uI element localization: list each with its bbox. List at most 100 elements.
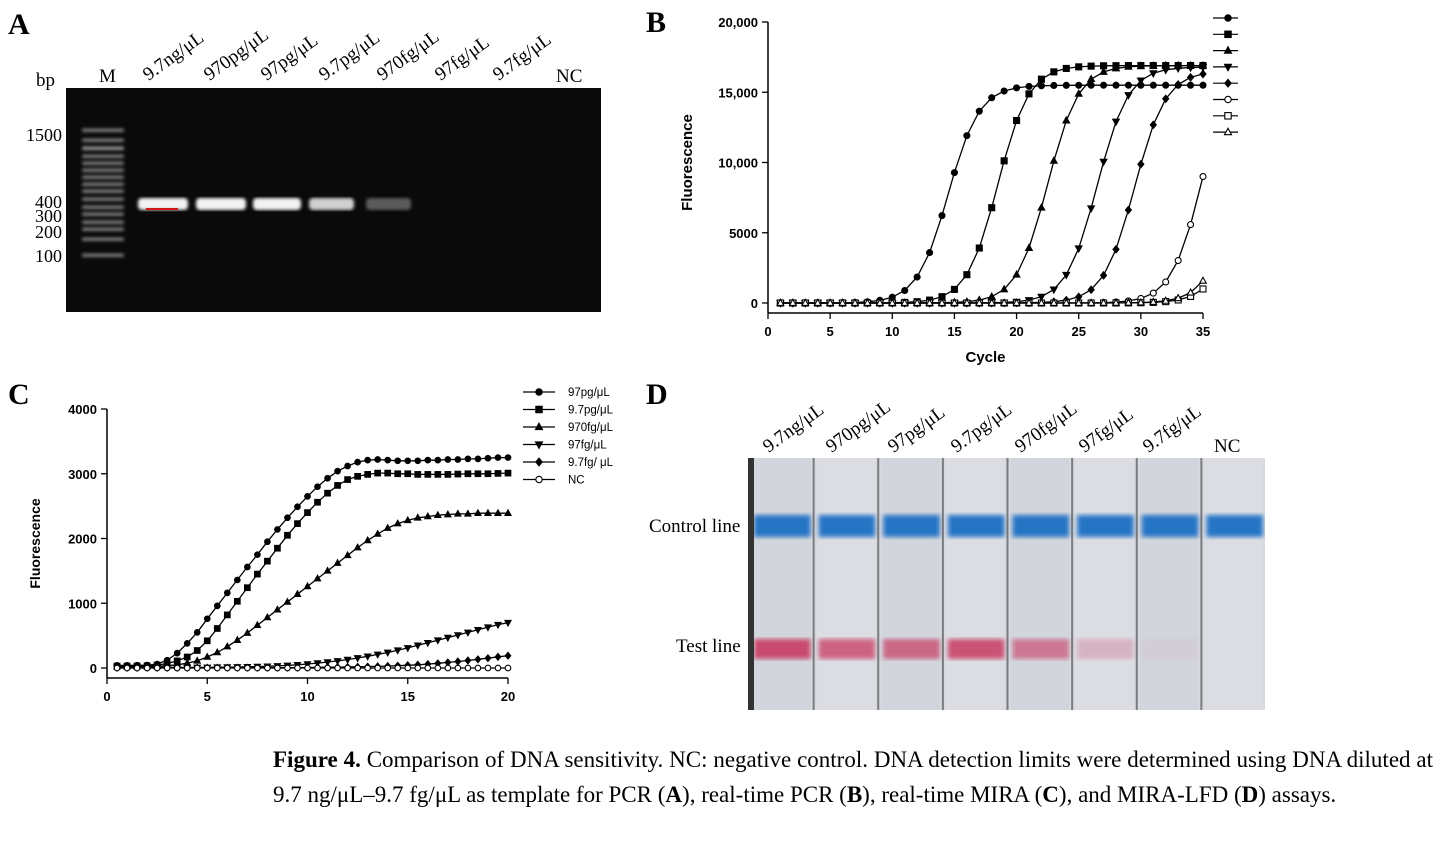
- data-point: [1124, 92, 1133, 100]
- panel-c-letter: C: [8, 378, 30, 411]
- series-4: [776, 69, 1207, 308]
- data-point: [863, 298, 872, 306]
- data-point: [1112, 244, 1120, 254]
- data-point: [1162, 81, 1170, 89]
- data-point: [353, 543, 362, 551]
- data-point: [274, 664, 281, 672]
- legend-label: 9.7pg/μL: [568, 405, 614, 417]
- caption-text-5: ) assays.: [1258, 782, 1337, 807]
- pcr-product-band: [309, 198, 354, 210]
- control-line-band: [754, 515, 811, 537]
- data-point: [776, 298, 785, 306]
- data-point: [443, 634, 452, 643]
- data-point: [394, 664, 402, 672]
- data-point: [1187, 81, 1195, 89]
- data-point: [1099, 158, 1108, 167]
- data-point: [504, 469, 512, 477]
- series-5: [776, 173, 1207, 307]
- series-line: [117, 456, 508, 667]
- data-point: [1136, 77, 1146, 86]
- data-point: [334, 664, 341, 672]
- data-point: [304, 493, 311, 500]
- y-tick-label: 1000: [68, 596, 97, 611]
- data-point: [838, 298, 847, 306]
- data-point: [354, 664, 361, 672]
- legend-label: 97pg/μL: [568, 387, 610, 399]
- y-tick-label: 5000: [729, 226, 758, 241]
- data-point: [304, 509, 311, 516]
- data-point: [243, 628, 252, 636]
- data-point: [1224, 78, 1232, 88]
- data-point: [384, 469, 392, 477]
- ladder-band: [82, 146, 124, 150]
- ladder-band: [82, 138, 124, 142]
- data-point: [483, 508, 492, 517]
- data-point: [535, 475, 543, 484]
- y-axis-label: Fluorescence: [27, 498, 43, 588]
- data-point: [535, 457, 543, 467]
- data-point: [1124, 81, 1132, 89]
- legend-item: [523, 441, 555, 450]
- data-point: [354, 458, 361, 466]
- data-point: [293, 589, 302, 597]
- data-point: [493, 508, 502, 517]
- y-axis-label: Fluorescence: [679, 114, 696, 211]
- data-point: [1137, 159, 1145, 169]
- series-line: [117, 512, 508, 668]
- data-point: [1173, 65, 1183, 73]
- ladder-band: [82, 237, 124, 241]
- caption-text-3: ), real-time MIRA (: [862, 782, 1043, 807]
- data-point: [233, 597, 241, 605]
- data-point: [284, 664, 291, 672]
- data-point: [463, 509, 472, 517]
- data-point: [493, 621, 502, 630]
- data-point: [324, 664, 331, 672]
- data-point: [403, 645, 412, 653]
- data-point: [1025, 90, 1033, 98]
- x-tick-label: 15: [947, 324, 961, 339]
- data-point: [1086, 74, 1096, 83]
- data-point: [223, 589, 231, 597]
- test-strip: [1071, 458, 1134, 710]
- data-point: [394, 470, 402, 478]
- data-point: [303, 581, 312, 590]
- data-point: [503, 619, 513, 628]
- data-point: [1100, 81, 1108, 89]
- data-point: [913, 273, 921, 281]
- legend-item: [523, 405, 555, 414]
- data-point: [1024, 243, 1034, 251]
- data-point: [374, 469, 382, 477]
- bp-marker-300: 300: [35, 206, 62, 226]
- data-point: [950, 298, 959, 306]
- data-point: [534, 422, 544, 431]
- data-point: [473, 627, 482, 635]
- chart-b-realtime-pcr: 0 5000 10,000 15,000 20,000 0 5 10 15 20 25 30 35 Cyc…: [679, 14, 1238, 366]
- legend-item: [523, 475, 555, 484]
- data-point: [901, 286, 909, 295]
- data-point: [424, 664, 432, 672]
- data-point: [1161, 66, 1170, 75]
- x-tick-label: 0: [103, 689, 110, 704]
- strip-lane-label: 970fg/μL: [1011, 398, 1082, 458]
- x-tick-label: 25: [1071, 324, 1085, 339]
- data-point: [825, 298, 835, 306]
- data-point: [314, 483, 321, 491]
- data-point: [394, 457, 402, 465]
- control-line-band: [947, 515, 1005, 537]
- data-point: [433, 637, 442, 645]
- data-point: [1075, 81, 1083, 89]
- legend-item: [1213, 95, 1238, 104]
- data-point: [484, 664, 492, 672]
- y-tick-label: 3000: [68, 467, 97, 482]
- data-point: [950, 169, 958, 177]
- data-point: [223, 642, 232, 650]
- data-point: [1037, 202, 1046, 211]
- data-point: [1187, 221, 1195, 229]
- data-point: [454, 657, 462, 666]
- lateral-flow-strips-image: [748, 458, 1265, 710]
- series-2: [113, 508, 513, 670]
- data-point: [1087, 285, 1095, 295]
- data-point: [313, 574, 322, 582]
- data-point: [233, 635, 242, 643]
- data-point: [1037, 82, 1045, 90]
